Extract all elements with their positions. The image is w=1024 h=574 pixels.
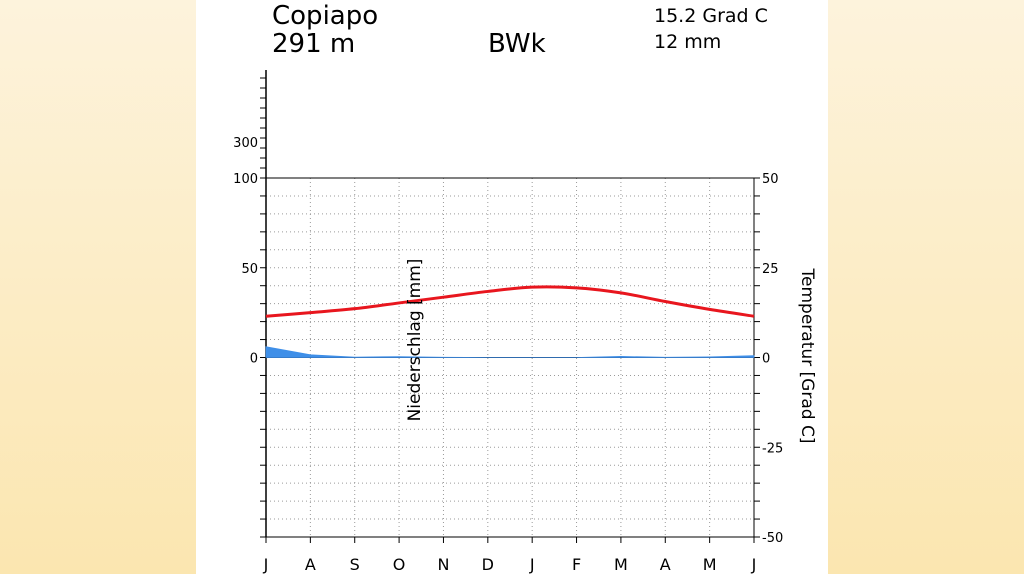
month-label: M bbox=[614, 555, 628, 574]
month-label: J bbox=[529, 555, 535, 574]
series-layer bbox=[265, 285, 755, 358]
right-tick-label: 0 bbox=[762, 352, 770, 367]
chart-canvas: Copiapo 291 m BWk 15.2 Grad C 12 mm 0 50 1… bbox=[233, 1, 817, 574]
month-label: A bbox=[660, 555, 671, 574]
month-label: J bbox=[263, 555, 269, 574]
right-axis-title: Temperatur [Grad C] bbox=[797, 268, 817, 444]
month-label: D bbox=[482, 555, 494, 574]
month-label: F bbox=[572, 555, 581, 574]
month-label: A bbox=[305, 555, 316, 574]
upper-tick-label: 300 bbox=[233, 136, 258, 151]
month-label: S bbox=[350, 555, 360, 574]
month-label: O bbox=[393, 555, 406, 574]
precipitation-area bbox=[265, 346, 755, 358]
annual-precipitation: 12 mm bbox=[654, 31, 721, 53]
station-name: Copiapo bbox=[272, 1, 378, 31]
climate-chart: Copiapo 291 m BWk 15.2 Grad C 12 mm 0 50 1… bbox=[196, 0, 828, 574]
right-tick-label: 25 bbox=[762, 262, 779, 277]
temperature-line bbox=[265, 285, 755, 318]
month-label: M bbox=[703, 555, 717, 574]
left-tick-label: 100 bbox=[233, 172, 258, 187]
right-tick-label: -25 bbox=[762, 441, 783, 456]
station-elevation: 291 m bbox=[272, 29, 355, 59]
left-tick-label: 0 bbox=[250, 352, 258, 367]
climate-class: BWk bbox=[488, 29, 546, 59]
left-axis-title: Niederschlag [mm] bbox=[405, 259, 425, 422]
right-tick-label: 50 bbox=[762, 172, 779, 187]
month-label: N bbox=[437, 555, 449, 574]
right-tick-label: -50 bbox=[762, 531, 783, 546]
tick-labels: 0 50 100 300 50 25 0 -25 -50 J A S O N D J F M A M J bbox=[233, 136, 783, 574]
month-label: J bbox=[751, 555, 757, 574]
left-tick-label: 50 bbox=[241, 262, 258, 277]
grid bbox=[266, 178, 754, 537]
mean-temperature: 15.2 Grad C bbox=[654, 5, 768, 27]
